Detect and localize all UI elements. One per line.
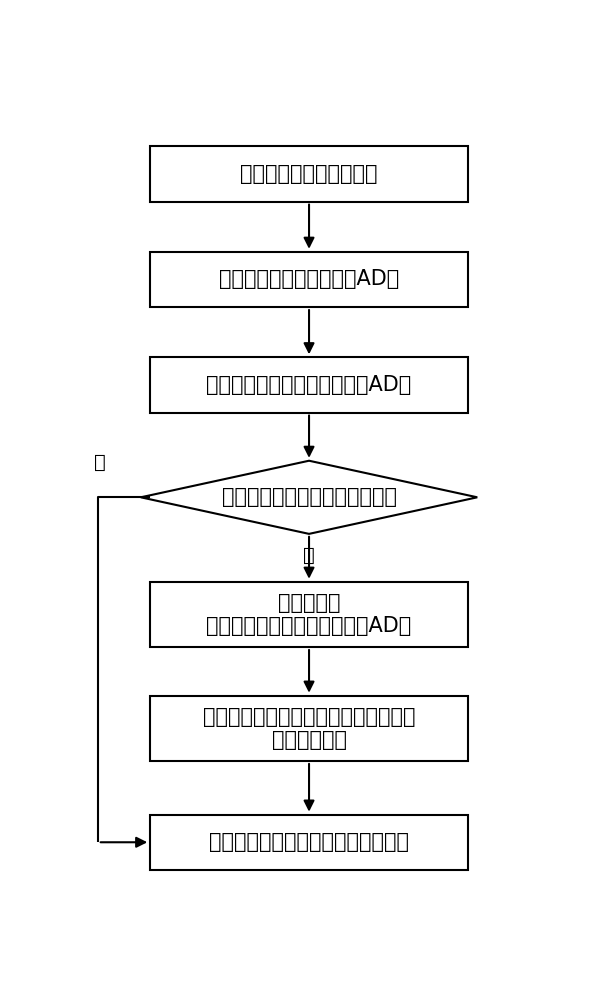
FancyBboxPatch shape — [150, 696, 468, 761]
FancyBboxPatch shape — [150, 815, 468, 870]
Text: 否: 否 — [303, 546, 315, 565]
Text: 判断物品所在区段是否为已校准: 判断物品所在区段是否为已校准 — [221, 487, 397, 507]
Polygon shape — [141, 461, 478, 534]
Text: 采集电子秤空载时传感器AD值: 采集电子秤空载时传感器AD值 — [219, 269, 399, 289]
FancyBboxPatch shape — [150, 357, 468, 413]
Text: 划分最大量程为多个区段: 划分最大量程为多个区段 — [240, 164, 378, 184]
FancyBboxPatch shape — [150, 252, 468, 307]
Text: 计算物品所在区段的线性系数并标注该
区段为已校准: 计算物品所在区段的线性系数并标注该 区段为已校准 — [203, 707, 415, 750]
Text: 是: 是 — [94, 453, 106, 472]
FancyBboxPatch shape — [150, 146, 468, 202]
Text: 采集电子秤
负载物品及固定砝码时传感器AD值: 采集电子秤 负载物品及固定砝码时传感器AD值 — [206, 593, 412, 636]
Text: 采集电子秤负载物品时传感器AD值: 采集电子秤负载物品时传感器AD值 — [206, 375, 412, 395]
FancyBboxPatch shape — [150, 582, 468, 647]
Text: 计算物品的实际重量，完成自动校准: 计算物品的实际重量，完成自动校准 — [209, 832, 409, 852]
